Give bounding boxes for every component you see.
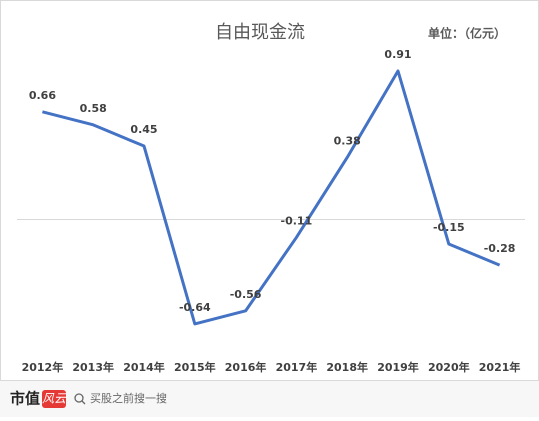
data-label: -0.28 bbox=[484, 242, 516, 255]
chart-title: 自由现金流 bbox=[215, 22, 305, 43]
data-label: 0.66 bbox=[29, 89, 56, 102]
search-icon-handle bbox=[81, 400, 86, 405]
data-label: -0.56 bbox=[230, 288, 262, 301]
x-tick-label: 2019年 bbox=[377, 360, 419, 374]
x-tick-label: 2018年 bbox=[326, 360, 368, 374]
x-tick-label: 2016年 bbox=[225, 360, 267, 374]
x-tick-label: 2020年 bbox=[428, 360, 470, 374]
chart-subtitle: 单位：（亿元） bbox=[428, 26, 506, 41]
footer-brand: 市值 bbox=[10, 390, 40, 408]
chart-frame bbox=[0, 0, 539, 381]
data-label: -0.11 bbox=[281, 214, 313, 227]
data-label: 0.91 bbox=[384, 48, 411, 61]
footer-brand-tag-bg bbox=[42, 390, 66, 408]
line bbox=[42, 69, 501, 326]
search-icon bbox=[74, 393, 84, 403]
x-tick-label: 2017年 bbox=[276, 360, 318, 374]
footer-brand-tag: 风云 bbox=[42, 392, 67, 406]
data-label: 0.38 bbox=[334, 134, 361, 147]
footer-search[interactable]: 买股之前搜一搜 bbox=[90, 391, 167, 405]
data-label: -0.15 bbox=[433, 221, 465, 234]
x-tick-label: 2013年 bbox=[72, 360, 114, 374]
footer-bar bbox=[0, 381, 539, 417]
x-tick-label: 2012年 bbox=[22, 360, 64, 374]
data-label: 0.45 bbox=[130, 123, 157, 136]
data-label: -0.64 bbox=[179, 301, 211, 314]
data-label: 0.58 bbox=[80, 102, 107, 115]
x-tick-label: 2021年 bbox=[479, 360, 521, 374]
x-tick-label: 2014年 bbox=[123, 360, 165, 374]
x-tick-label: 2015年 bbox=[174, 360, 216, 374]
